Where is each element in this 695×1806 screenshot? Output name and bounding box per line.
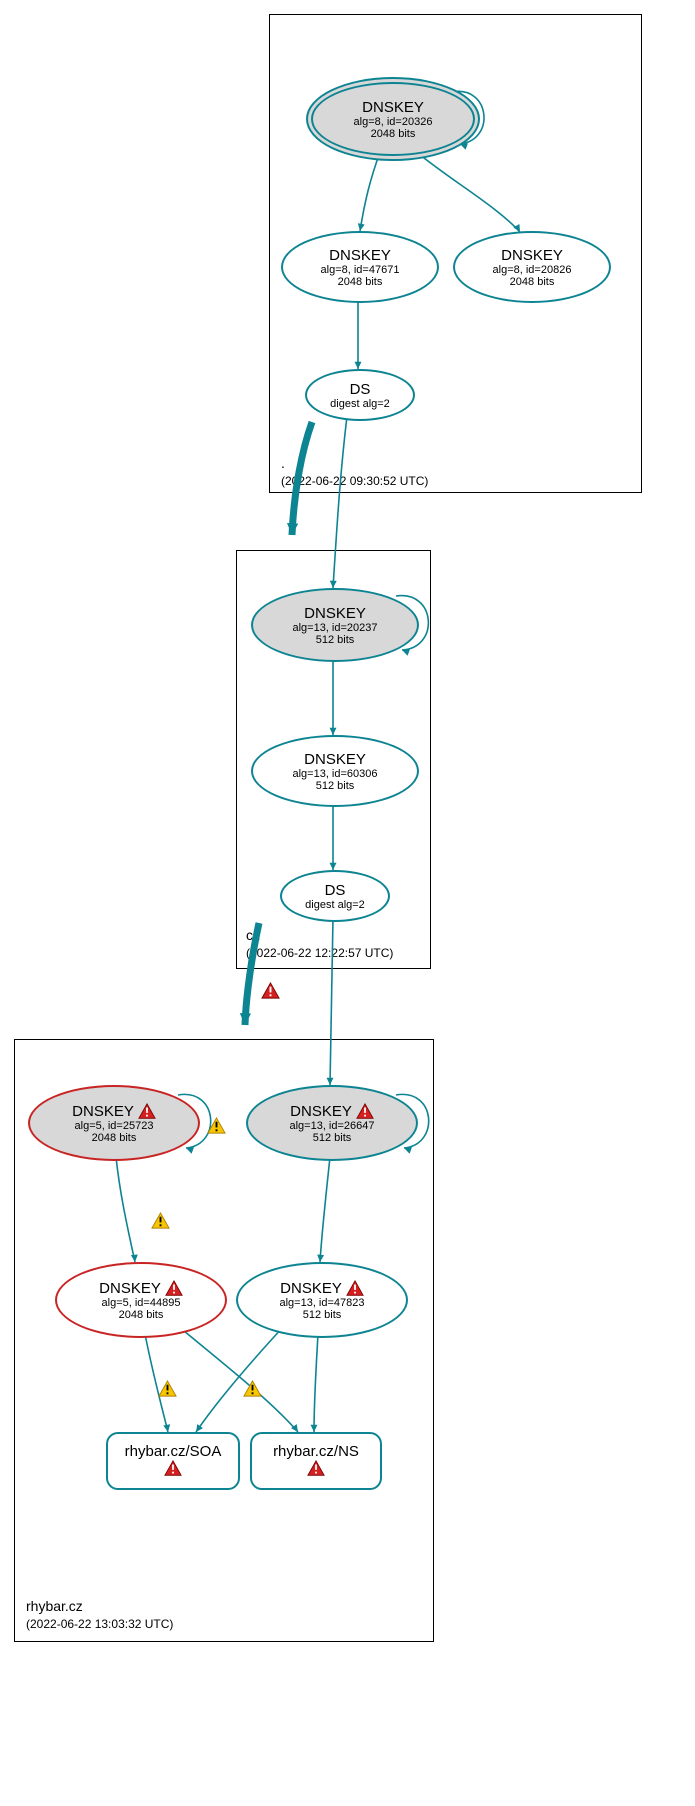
node-title: DNSKEY	[304, 751, 366, 768]
node-sub1: alg=5, id=25723	[75, 1120, 154, 1132]
node-root-ksk[interactable]: DNSKEYalg=8, id=203262048 bits	[311, 82, 475, 156]
node-sub1: alg=13, id=47823	[279, 1297, 364, 1309]
node-title: DNSKEY	[329, 247, 391, 264]
node-title: DS	[325, 882, 346, 899]
edge-warning-icon	[207, 1117, 226, 1139]
node-root-ds[interactable]: DSdigest alg=2	[305, 369, 415, 421]
warning-icon	[164, 1460, 182, 1479]
node-sub2: 2048 bits	[92, 1132, 137, 1144]
node-sub1: alg=13, id=60306	[292, 768, 377, 780]
node-sub2: 2048 bits	[371, 128, 416, 140]
node-title: DS	[350, 381, 371, 398]
node-sub1: digest alg=2	[305, 899, 365, 911]
zone-timestamp-root: (2022-06-22 09:30:52 UTC)	[281, 474, 428, 488]
node-title-text: rhybar.cz/NS	[273, 1443, 359, 1460]
node-title-text: DNSKEY	[362, 99, 424, 116]
node-title: DNSKEY	[99, 1280, 183, 1297]
warning-icon	[165, 1280, 183, 1296]
node-title-text: DNSKEY	[72, 1103, 134, 1120]
node-title: DNSKEY	[501, 247, 563, 264]
node-root-zsk1[interactable]: DNSKEYalg=8, id=476712048 bits	[281, 231, 439, 303]
zone-timestamp-rhybar: (2022-06-22 13:03:32 UTC)	[26, 1617, 173, 1631]
edge-warning-icon	[243, 1380, 262, 1402]
node-title: DNSKEY	[72, 1103, 156, 1120]
node-title: rhybar.cz/NS	[273, 1443, 359, 1460]
node-rh-zsk5[interactable]: DNSKEY alg=5, id=448952048 bits	[55, 1262, 227, 1338]
warning-icon	[356, 1103, 374, 1119]
node-sub1: alg=5, id=44895	[102, 1297, 181, 1309]
node-title: DNSKEY	[290, 1103, 374, 1120]
node-cz-ksk[interactable]: DNSKEYalg=13, id=20237512 bits	[251, 588, 419, 662]
node-rh-ns[interactable]: rhybar.cz/NS	[250, 1432, 382, 1490]
node-title-text: DNSKEY	[290, 1103, 352, 1120]
warning-icon	[138, 1103, 156, 1119]
node-title: rhybar.cz/SOA	[125, 1443, 222, 1460]
node-title-text: rhybar.cz/SOA	[125, 1443, 222, 1460]
node-title: DNSKEY	[362, 99, 424, 116]
node-title-text: DS	[350, 381, 371, 398]
node-title: DNSKEY	[304, 605, 366, 622]
node-title-text: DNSKEY	[280, 1280, 342, 1297]
node-sub1: digest alg=2	[330, 398, 390, 410]
node-sub2: 512 bits	[316, 780, 355, 792]
edge-warning-icon	[151, 1212, 170, 1234]
node-title: DNSKEY	[280, 1280, 364, 1297]
warning-icon	[307, 1460, 325, 1479]
edge-warning-icon	[158, 1380, 177, 1402]
node-sub1: alg=8, id=20326	[354, 116, 433, 128]
node-sub1: alg=13, id=20237	[292, 622, 377, 634]
zone-label-root: .	[281, 455, 285, 471]
node-rh-ksk5[interactable]: DNSKEY alg=5, id=257232048 bits	[28, 1085, 200, 1161]
node-sub2: 512 bits	[313, 1132, 352, 1144]
zone-timestamp-cz: (2022-06-22 12:22:57 UTC)	[246, 946, 393, 960]
node-rh-ksk13[interactable]: DNSKEY alg=13, id=26647512 bits	[246, 1085, 418, 1161]
node-sub2: 2048 bits	[510, 276, 555, 288]
node-title-text: DNSKEY	[501, 247, 563, 264]
node-sub2: 2048 bits	[338, 276, 383, 288]
node-cz-zsk[interactable]: DNSKEYalg=13, id=60306512 bits	[251, 735, 419, 807]
node-sub2: 512 bits	[303, 1309, 342, 1321]
node-title-text: DNSKEY	[304, 605, 366, 622]
node-rh-soa[interactable]: rhybar.cz/SOA	[106, 1432, 240, 1490]
node-sub1: alg=13, id=26647	[289, 1120, 374, 1132]
node-title-text: DNSKEY	[99, 1280, 161, 1297]
node-sub1: alg=8, id=47671	[321, 264, 400, 276]
zone-label-cz: cz	[246, 927, 260, 943]
node-title-text: DS	[325, 882, 346, 899]
node-sub2: 512 bits	[316, 634, 355, 646]
node-title-text: DNSKEY	[329, 247, 391, 264]
node-cz-ds[interactable]: DSdigest alg=2	[280, 870, 390, 922]
node-sub2: 2048 bits	[119, 1309, 164, 1321]
node-root-zsk2[interactable]: DNSKEYalg=8, id=208262048 bits	[453, 231, 611, 303]
node-sub1: alg=8, id=20826	[493, 264, 572, 276]
node-rh-zsk13[interactable]: DNSKEY alg=13, id=47823512 bits	[236, 1262, 408, 1338]
edge-warning-icon	[261, 982, 280, 1004]
node-title-text: DNSKEY	[304, 751, 366, 768]
zone-label-rhybar: rhybar.cz	[26, 1598, 83, 1614]
warning-icon	[346, 1280, 364, 1296]
